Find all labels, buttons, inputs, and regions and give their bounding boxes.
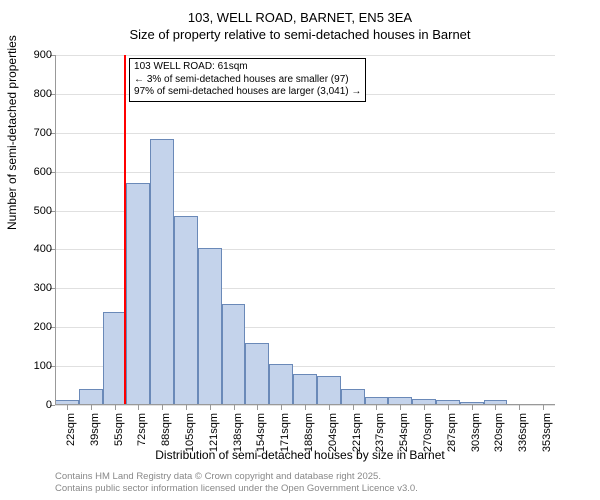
annotation-line-1: 103 WELL ROAD: 61sqm: [134, 61, 361, 74]
title-block: 103, WELL ROAD, BARNET, EN5 3EA Size of …: [0, 0, 600, 44]
title-line-1: 103, WELL ROAD, BARNET, EN5 3EA: [0, 10, 600, 27]
x-tick-mark: [329, 405, 330, 410]
y-tick-label: 200: [30, 321, 52, 333]
x-tick-mark: [91, 405, 92, 410]
x-tick-label: 105sqm: [184, 413, 196, 453]
y-tick-label: 600: [30, 166, 52, 178]
x-tick-label: 55sqm: [113, 413, 125, 453]
x-tick-mark: [400, 405, 401, 410]
annotation-line-2: ← 3% of semi-detached houses are smaller…: [134, 74, 361, 87]
x-tick-label: 287sqm: [446, 413, 458, 453]
bar: [150, 139, 174, 405]
x-tick-label: 303sqm: [470, 413, 482, 453]
annotation-box: 103 WELL ROAD: 61sqm← 3% of semi-detache…: [129, 58, 366, 102]
x-tick-label: 254sqm: [398, 413, 410, 453]
title-line-2: Size of property relative to semi-detach…: [0, 27, 600, 44]
x-tick-label: 320sqm: [493, 413, 505, 453]
gridline: [55, 172, 555, 173]
footer-line-2: Contains public sector information licen…: [55, 483, 418, 495]
x-tick-mark: [67, 405, 68, 410]
x-tick-label: 237sqm: [374, 413, 386, 453]
x-tick-mark: [115, 405, 116, 410]
x-tick-label: 188sqm: [303, 413, 315, 453]
annotation-line-3: 97% of semi-detached houses are larger (…: [134, 86, 361, 99]
x-tick-mark: [234, 405, 235, 410]
x-tick-mark: [138, 405, 139, 410]
x-tick-label: 39sqm: [89, 413, 101, 453]
x-tick-label: 353sqm: [541, 413, 553, 453]
bar: [341, 389, 365, 405]
x-tick-mark: [424, 405, 425, 410]
bar: [269, 364, 293, 405]
y-tick-label: 700: [30, 127, 52, 139]
x-tick-mark: [495, 405, 496, 410]
x-tick-mark: [448, 405, 449, 410]
x-tick-label: 154sqm: [255, 413, 267, 453]
plot-area: 103 WELL ROAD: 61sqm← 3% of semi-detache…: [55, 55, 555, 405]
bar: [222, 304, 246, 405]
x-tick-label: 204sqm: [327, 413, 339, 453]
y-tick-label: 0: [30, 399, 52, 411]
x-tick-mark: [543, 405, 544, 410]
x-tick-mark: [281, 405, 282, 410]
x-tick-label: 22sqm: [65, 413, 77, 453]
bar: [293, 374, 317, 405]
x-tick-mark: [162, 405, 163, 410]
footer: Contains HM Land Registry data © Crown c…: [55, 471, 418, 495]
bar: [103, 312, 127, 405]
bar: [245, 343, 269, 405]
x-tick-mark: [210, 405, 211, 410]
y-tick-label: 400: [30, 243, 52, 255]
x-tick-mark: [519, 405, 520, 410]
x-tick-label: 138sqm: [232, 413, 244, 453]
x-tick-mark: [257, 405, 258, 410]
y-axis-label: Number of semi-detached properties: [5, 35, 19, 230]
bar: [174, 216, 198, 405]
x-tick-mark: [376, 405, 377, 410]
x-tick-mark: [305, 405, 306, 410]
bar: [198, 248, 222, 406]
footer-line-1: Contains HM Land Registry data © Crown c…: [55, 471, 418, 483]
x-tick-label: 121sqm: [208, 413, 220, 453]
x-tick-label: 171sqm: [279, 413, 291, 453]
bar: [79, 389, 103, 405]
chart-container: 103, WELL ROAD, BARNET, EN5 3EA Size of …: [0, 0, 600, 500]
y-tick-label: 800: [30, 88, 52, 100]
y-axis-line: [55, 55, 56, 405]
x-tick-mark: [353, 405, 354, 410]
y-tick-label: 500: [30, 205, 52, 217]
x-tick-label: 336sqm: [517, 413, 529, 453]
y-tick-label: 100: [30, 360, 52, 372]
x-tick-label: 221sqm: [351, 413, 363, 453]
x-tick-mark: [472, 405, 473, 410]
gridline: [55, 55, 555, 56]
x-tick-mark: [186, 405, 187, 410]
x-tick-label: 88sqm: [160, 413, 172, 453]
reference-line: [124, 55, 126, 405]
y-tick-label: 900: [30, 49, 52, 61]
x-tick-label: 270sqm: [422, 413, 434, 453]
x-tick-label: 72sqm: [136, 413, 148, 453]
y-tick-label: 300: [30, 282, 52, 294]
gridline: [55, 133, 555, 134]
bar: [317, 376, 341, 405]
bar: [126, 183, 150, 405]
